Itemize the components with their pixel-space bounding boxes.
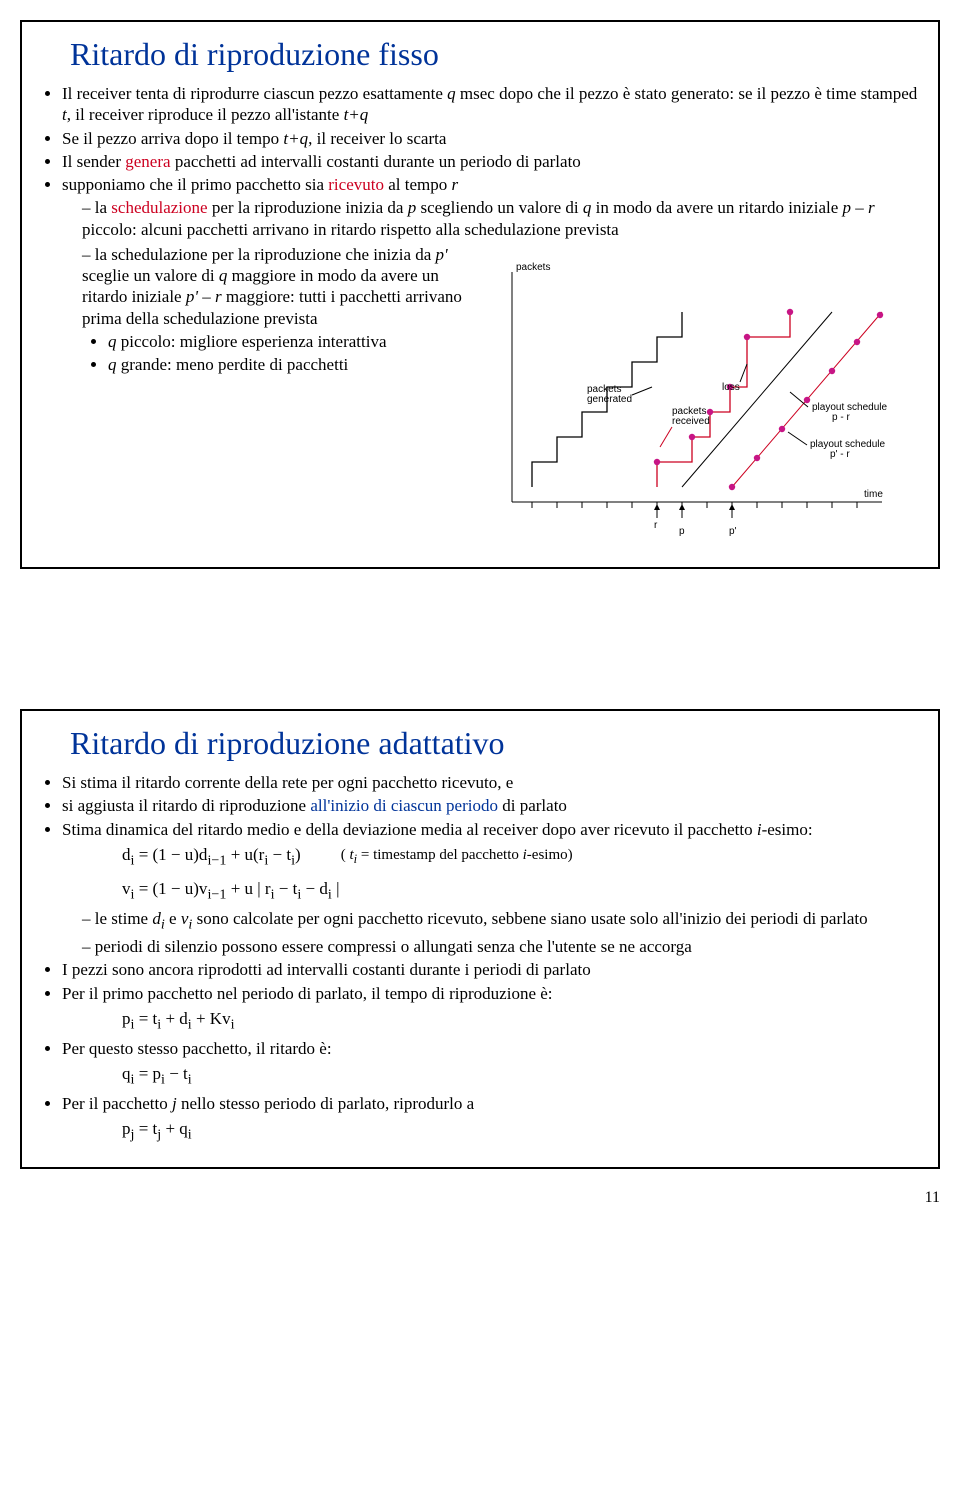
- slide-2: Ritardo di riproduzione adattativo Si st…: [20, 709, 940, 1169]
- svg-text:packets: packets: [516, 262, 550, 273]
- sub-bullet: la schedulazione per la riproduzione che…: [82, 244, 474, 376]
- bullet: Per il pacchetto j nello stesso periodo …: [62, 1093, 920, 1144]
- bullet: Se il pezzo arriva dopo il tempo t+q, il…: [62, 128, 920, 149]
- svg-text:p: p: [679, 526, 685, 537]
- bullet: Per questo stesso pacchetto, il ritardo …: [62, 1038, 920, 1089]
- bullet: Stima dinamica del ritardo medio e della…: [62, 819, 920, 958]
- slide2-title: Ritardo di riproduzione adattativo: [70, 725, 920, 762]
- slide1-title: Ritardo di riproduzione fisso: [70, 36, 920, 73]
- playout-chart: packetspacketsgeneratedpacketsreceivedlo…: [492, 242, 892, 542]
- bullet: Si stima il ritardo corrente della rete …: [62, 772, 920, 793]
- eq-note: ( ti = timestamp del pacchetto i-esimo): [341, 846, 573, 868]
- svg-text:time: time: [864, 489, 883, 500]
- slide2-bullets: Si stima il ritardo corrente della rete …: [40, 772, 920, 1145]
- sub2-bullet: q piccolo: migliore esperienza interatti…: [108, 331, 474, 352]
- bullet: Il receiver tenta di riprodurre ciascun …: [62, 83, 920, 126]
- sub-bullet: le stime di e vi sono calcolate per ogni…: [82, 908, 920, 934]
- equation-v: vi = (1 − u)vi−1 + u | ri − ti − di |: [122, 878, 920, 904]
- bullet: Il sender genera pacchetti ad intervalli…: [62, 151, 920, 172]
- svg-text:p': p': [729, 526, 737, 537]
- sub-bullet: periodi di silenzio possono essere compr…: [82, 936, 920, 957]
- svg-text:loss: loss: [722, 382, 740, 393]
- equation-d: di = (1 − u)di−1 + u(ri − ti): [122, 844, 301, 870]
- bullet: supponiamo che il primo pacchetto sia ri…: [62, 174, 920, 547]
- svg-text:p - r: p - r: [832, 412, 850, 423]
- equation-q: qi = pi − ti: [122, 1063, 920, 1089]
- bullet: Per il primo pacchetto nel periodo di pa…: [62, 983, 920, 1034]
- equation-p: pi = ti + di + Kvi: [122, 1008, 920, 1034]
- svg-text:p' - r: p' - r: [830, 449, 850, 460]
- slide1-bullets: Il receiver tenta di riprodurre ciascun …: [40, 83, 920, 547]
- svg-text:r: r: [654, 520, 658, 531]
- svg-text:received: received: [672, 416, 710, 427]
- slide-1: Ritardo di riproduzione fisso Il receive…: [20, 20, 940, 569]
- equation-pj: pj = tj + qi: [122, 1118, 920, 1144]
- bullet: si aggiusta il ritardo di riproduzione a…: [62, 795, 920, 816]
- sub2-bullet: q grande: meno perdite di pacchetti: [108, 354, 474, 375]
- svg-text:generated: generated: [587, 394, 632, 405]
- bullet: I pezzi sono ancora riprodotti ad interv…: [62, 959, 920, 980]
- sub-bullet: la schedulazione per la riproduzione ini…: [82, 197, 920, 240]
- page-number: 11: [20, 1189, 940, 1207]
